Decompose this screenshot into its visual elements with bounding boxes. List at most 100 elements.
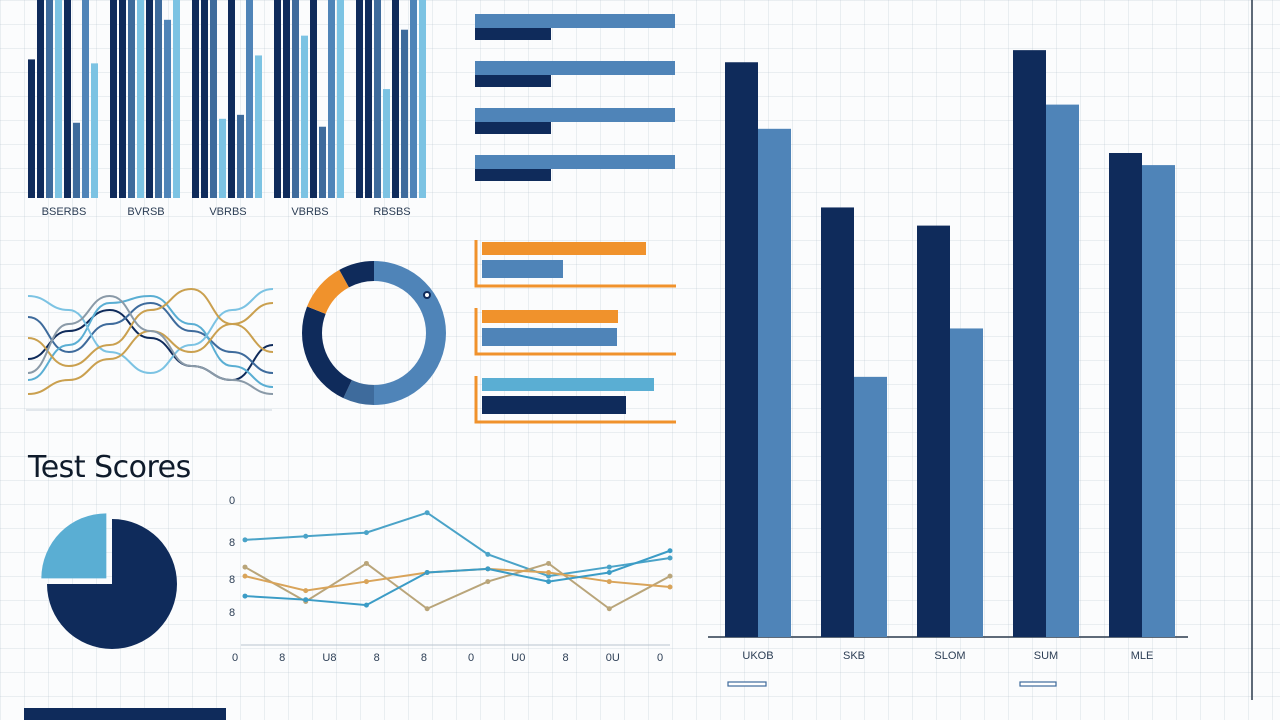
wavy-series-line [27, 294, 274, 395]
horizontal-bars-chart [475, 14, 675, 181]
wavy-series-line [27, 301, 274, 374]
hbar-secondary [475, 75, 551, 87]
line-point [546, 579, 552, 585]
donut-slice [307, 269, 349, 314]
bordered-frame [474, 376, 676, 424]
grouped-bar [155, 0, 162, 198]
bordered-bar-primary [482, 310, 618, 323]
grouped-bar [319, 126, 326, 198]
x-tick-label: 8 [279, 652, 285, 664]
line-point [424, 606, 430, 612]
hbar-primary [475, 155, 675, 169]
donut-marker [423, 291, 431, 299]
big-bar [950, 328, 983, 637]
big-bar [1013, 50, 1046, 637]
donut-slice [302, 306, 352, 399]
big-category-label: UKOB [742, 650, 773, 662]
grouped-bar [164, 19, 171, 198]
line-point [485, 551, 491, 557]
grouped-bar [46, 0, 53, 198]
line-series [244, 562, 671, 610]
grouped-bar [91, 63, 98, 198]
line-point [546, 560, 552, 566]
line-point [242, 573, 248, 579]
wavy-line-chart [26, 287, 274, 411]
wavy-series-line [27, 294, 274, 388]
horizontal-bars-panel [470, 10, 680, 190]
big-bar [1046, 104, 1079, 638]
line-point [606, 579, 612, 585]
grouped-bar [82, 0, 89, 198]
line-chart-panel: 0 8 8 8 0 8 U8 8 8 0 U0 8 0U 0 [220, 485, 685, 675]
line-point [606, 564, 612, 570]
wavy-lines-panel [24, 258, 276, 418]
hbar-secondary [475, 169, 551, 181]
donut-slice [343, 380, 374, 405]
grouped-bar [173, 0, 180, 198]
bordered-bar-secondary [482, 260, 563, 278]
grouped-bar [119, 0, 126, 198]
x-tick-label: 8 [421, 652, 427, 664]
pie-slice [41, 513, 107, 579]
hbar-primary [475, 61, 675, 75]
line-point [242, 593, 248, 599]
x-tick-label: 0U [606, 652, 620, 664]
grouped-bar [128, 0, 135, 198]
grouped-bar [328, 0, 335, 198]
big-bar [821, 207, 854, 637]
line-series [244, 549, 671, 607]
grouped-bar [292, 0, 299, 198]
x-tick-label: 8 [374, 652, 380, 664]
line-point [606, 570, 612, 575]
x-tick-label: 0 [468, 652, 474, 664]
grouped-bar [192, 0, 199, 198]
grouped-bar [146, 0, 153, 198]
y-tick-label: 8 [229, 574, 235, 586]
legend-key [727, 681, 767, 687]
grouped-bar [365, 0, 372, 198]
big-category-label: SUM [1034, 650, 1058, 662]
line-point [242, 537, 248, 543]
grouped-bar [301, 35, 308, 198]
grouped-bar [356, 0, 363, 198]
line-point [667, 573, 673, 579]
large-bar-panel: UKOB SKB SLOM SUM MLE [700, 0, 1260, 700]
grouped-bar [374, 0, 381, 198]
group-label: BSERBS [42, 206, 87, 218]
big-bar [854, 376, 887, 637]
bordered-bar-secondary [482, 328, 617, 346]
line-point [303, 588, 309, 594]
grouped-bar [228, 0, 235, 198]
grouped-bar [201, 0, 208, 198]
grouped-bar [337, 0, 344, 198]
pie-panel [40, 500, 200, 660]
bordered-bars-chart [474, 240, 676, 424]
line-point [363, 530, 369, 536]
grouped-bar [310, 0, 317, 198]
grouped-bar [283, 0, 290, 198]
grouped-bar [210, 0, 217, 198]
big-bar [1109, 153, 1142, 637]
big-category-label: SKB [843, 650, 865, 662]
x-tick-label: U8 [322, 652, 336, 664]
big-category-label: SLOM [934, 650, 965, 662]
grouped-bar [237, 114, 244, 198]
y-tick-label: 8 [229, 537, 235, 549]
x-tick-label: 0 [232, 652, 238, 664]
donut-slice [374, 261, 446, 405]
line-point [546, 570, 552, 575]
grouped-bar [255, 55, 262, 198]
line-point [606, 606, 612, 612]
pie-chart [41, 513, 177, 649]
line-series [244, 511, 671, 578]
line-point [424, 510, 430, 516]
bordered-frame [474, 308, 676, 356]
line-point [485, 566, 491, 572]
line-point [485, 579, 491, 585]
legend-key [1019, 681, 1057, 687]
x-tick-label: U0 [511, 652, 525, 664]
hbar-secondary [475, 28, 551, 40]
line-point [242, 564, 248, 570]
bordered-bar-primary [482, 378, 654, 391]
